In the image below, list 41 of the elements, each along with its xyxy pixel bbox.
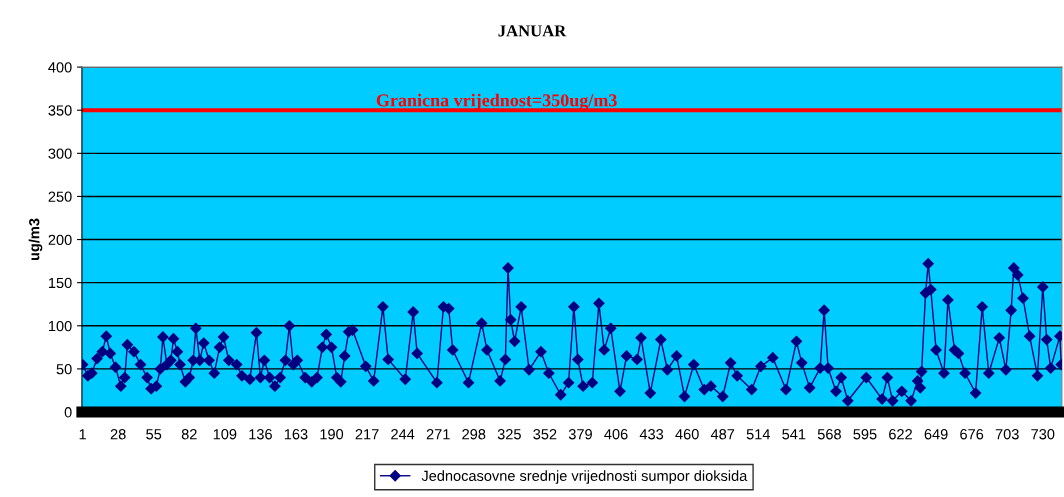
legend-label: Jednocasovne srednje vrijednosti sumpor dioksida xyxy=(421,470,748,484)
x-tick-label: 622 xyxy=(889,429,912,440)
x-tick-label: 649 xyxy=(924,429,948,440)
y-tick-label: 350 xyxy=(48,105,72,116)
y-tick-label: 250 xyxy=(48,191,72,202)
x-tick-label: 298 xyxy=(462,429,486,440)
x-tick-label: 136 xyxy=(249,429,272,440)
ref-line-label: Granicna vrijednost=350ug/m3 xyxy=(376,93,617,111)
x-tick-label: 460 xyxy=(675,429,699,440)
x-tick-label: 730 xyxy=(1031,429,1055,440)
y-tick-label: 400 xyxy=(48,62,72,73)
x-tick-label: 244 xyxy=(391,429,415,440)
x-tick-label: 217 xyxy=(355,429,379,440)
x-tick-label: 325 xyxy=(497,429,521,440)
y-tick-label: 50 xyxy=(56,364,72,375)
x-tick-label: 514 xyxy=(746,429,771,440)
y-tick-label: 0 xyxy=(64,407,72,418)
x-tick-label: 676 xyxy=(960,429,984,440)
y-tick-label: 100 xyxy=(48,320,72,332)
x-tick-label: 406 xyxy=(604,429,628,440)
x-tick-label: 703 xyxy=(995,429,1019,440)
x-tick-label: 352 xyxy=(533,429,557,440)
chart-title: JANUAR xyxy=(498,25,567,37)
x-tick-label: 190 xyxy=(320,429,344,440)
x-tick-label: 28 xyxy=(110,429,126,440)
x-tick-label: 163 xyxy=(284,429,308,440)
x-tick-label: 271 xyxy=(426,429,450,440)
y-tick-label: 150 xyxy=(48,277,72,289)
x-tick-label: 55 xyxy=(146,429,162,440)
x-tick-label: 595 xyxy=(853,429,877,440)
x-tick-label: 487 xyxy=(710,429,735,440)
y-tick-label: 200 xyxy=(48,234,72,245)
x-tick-label: 541 xyxy=(782,429,806,440)
x-tick-label: 433 xyxy=(639,429,664,440)
x-tick-label: 379 xyxy=(568,429,592,440)
x-tick-label: 568 xyxy=(817,429,841,440)
x-tick-label: 82 xyxy=(181,429,197,440)
x-tick-label: 1 xyxy=(79,429,86,440)
y-axis-title: ug/m3 xyxy=(28,218,43,261)
y-tick-label: 300 xyxy=(48,148,72,159)
x-tick-label: 109 xyxy=(213,429,237,440)
